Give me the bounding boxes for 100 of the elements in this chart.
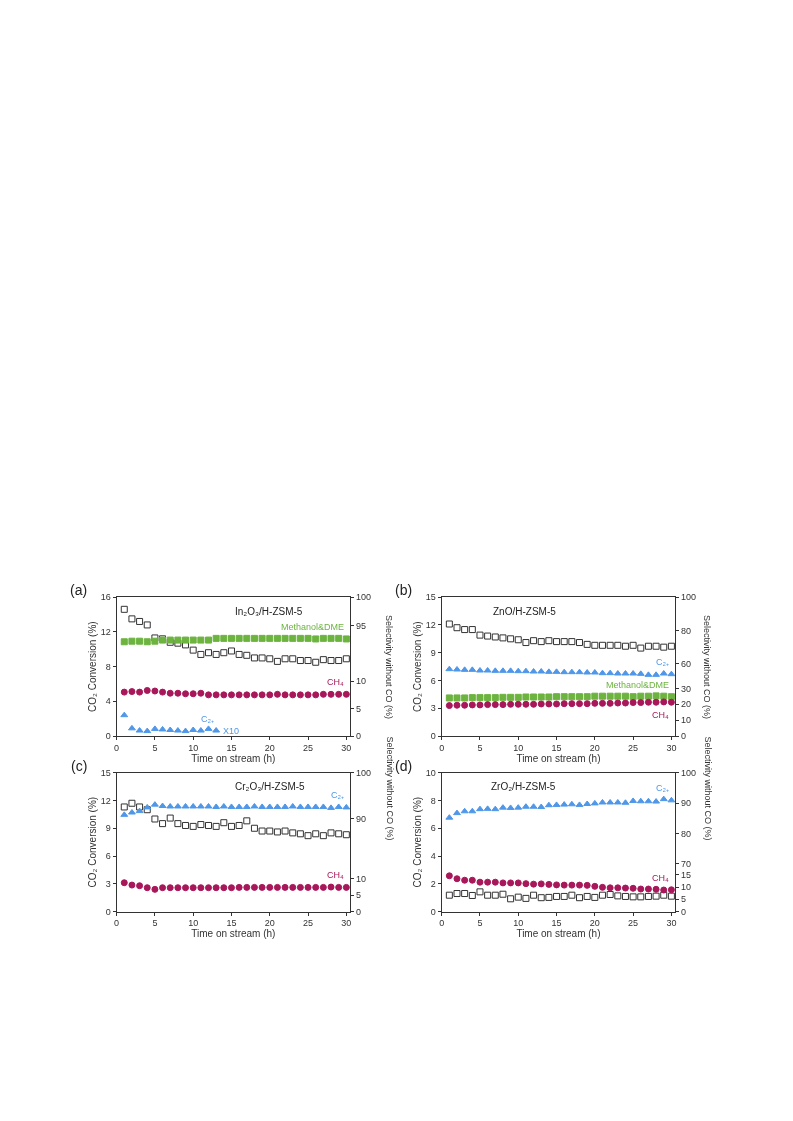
point bbox=[660, 886, 668, 894]
x-tick-label: 30 bbox=[341, 918, 352, 929]
point bbox=[560, 638, 568, 646]
x-tick-label: 5 bbox=[477, 918, 483, 929]
point bbox=[491, 701, 499, 709]
point bbox=[273, 657, 281, 665]
point bbox=[335, 657, 343, 665]
series-label: CH₄ bbox=[327, 870, 344, 880]
point bbox=[560, 693, 568, 701]
x-tick-label: 5 bbox=[477, 742, 483, 753]
text: ZnO/H-ZSM-5 bbox=[493, 606, 557, 617]
y2-axis-title: Selectivity without CO (%) bbox=[702, 736, 713, 841]
x-tick-label: 15 bbox=[226, 742, 237, 753]
point bbox=[491, 805, 500, 812]
point bbox=[522, 880, 530, 888]
y2-tick-label: 0 bbox=[355, 731, 361, 742]
point bbox=[453, 890, 461, 898]
text: (d) bbox=[395, 758, 413, 774]
point bbox=[537, 894, 545, 902]
point bbox=[614, 641, 622, 649]
y-axis-title: CO₂ Conversion (%) bbox=[86, 621, 98, 712]
y-axis-title: CO₂ Conversion (%) bbox=[411, 796, 423, 888]
point bbox=[468, 701, 476, 709]
point bbox=[545, 700, 553, 708]
point bbox=[613, 798, 622, 805]
point bbox=[591, 699, 599, 707]
x-tick-label: 15 bbox=[551, 918, 562, 929]
y-axis-title: CO₂ Conversion (%) bbox=[86, 796, 98, 888]
y2-tick-label: 0 bbox=[681, 731, 687, 742]
x-tick-label: 30 bbox=[666, 918, 677, 929]
point bbox=[189, 884, 197, 892]
point bbox=[583, 700, 591, 708]
x-tick-label: 25 bbox=[303, 742, 314, 753]
point bbox=[637, 893, 645, 901]
y3-tick-label: 100 bbox=[681, 767, 697, 778]
point bbox=[319, 690, 327, 698]
y-tick-label: 0 bbox=[430, 731, 436, 742]
y-tick-label: 2 bbox=[430, 878, 436, 889]
point bbox=[212, 884, 220, 892]
point bbox=[327, 804, 335, 810]
point bbox=[507, 895, 515, 903]
point bbox=[530, 700, 538, 708]
point bbox=[660, 891, 668, 899]
point bbox=[120, 711, 129, 718]
point bbox=[499, 701, 507, 709]
point bbox=[507, 635, 515, 643]
point bbox=[576, 700, 584, 708]
point bbox=[281, 655, 289, 663]
point bbox=[567, 800, 576, 807]
y2-tick-label: 5 bbox=[681, 894, 687, 905]
point bbox=[243, 883, 251, 891]
point bbox=[453, 624, 461, 632]
y-tick-label: 8 bbox=[430, 795, 436, 806]
point bbox=[212, 822, 220, 830]
point bbox=[598, 891, 606, 899]
point bbox=[544, 801, 553, 808]
x-axis-title: Time on stream (h) bbox=[191, 928, 276, 940]
point bbox=[327, 690, 335, 698]
point bbox=[227, 822, 235, 830]
point bbox=[250, 883, 258, 891]
point bbox=[266, 655, 274, 663]
point bbox=[476, 888, 484, 896]
y-tick-label: 15 bbox=[425, 592, 436, 603]
point bbox=[461, 876, 469, 884]
point bbox=[445, 620, 453, 628]
point bbox=[205, 884, 213, 892]
point bbox=[537, 803, 546, 810]
point bbox=[537, 693, 545, 701]
point bbox=[335, 883, 343, 891]
point bbox=[598, 692, 606, 700]
point bbox=[227, 647, 235, 655]
point bbox=[659, 795, 668, 802]
point bbox=[491, 878, 499, 886]
point bbox=[667, 698, 675, 706]
point bbox=[273, 690, 281, 698]
x-tick-label: 30 bbox=[666, 742, 677, 753]
point bbox=[227, 691, 235, 699]
point bbox=[128, 688, 136, 696]
point bbox=[568, 881, 576, 889]
text: Cr₂O₃/H-ZSM-5 bbox=[235, 781, 306, 792]
y-tick-label: 0 bbox=[105, 906, 111, 917]
point bbox=[484, 701, 492, 709]
point bbox=[530, 891, 538, 899]
point bbox=[243, 651, 251, 659]
point bbox=[667, 693, 675, 701]
point bbox=[166, 802, 175, 809]
point bbox=[652, 698, 660, 706]
point bbox=[319, 832, 327, 840]
point bbox=[598, 699, 606, 707]
point bbox=[151, 815, 159, 823]
point bbox=[644, 797, 653, 804]
x-tick-label: 20 bbox=[589, 742, 600, 753]
point bbox=[143, 686, 151, 694]
point bbox=[304, 657, 312, 665]
point bbox=[197, 650, 205, 658]
point bbox=[591, 882, 599, 890]
point bbox=[166, 814, 174, 822]
y2-tick-label: 10 bbox=[681, 715, 692, 726]
point bbox=[289, 655, 297, 663]
point bbox=[660, 643, 668, 651]
